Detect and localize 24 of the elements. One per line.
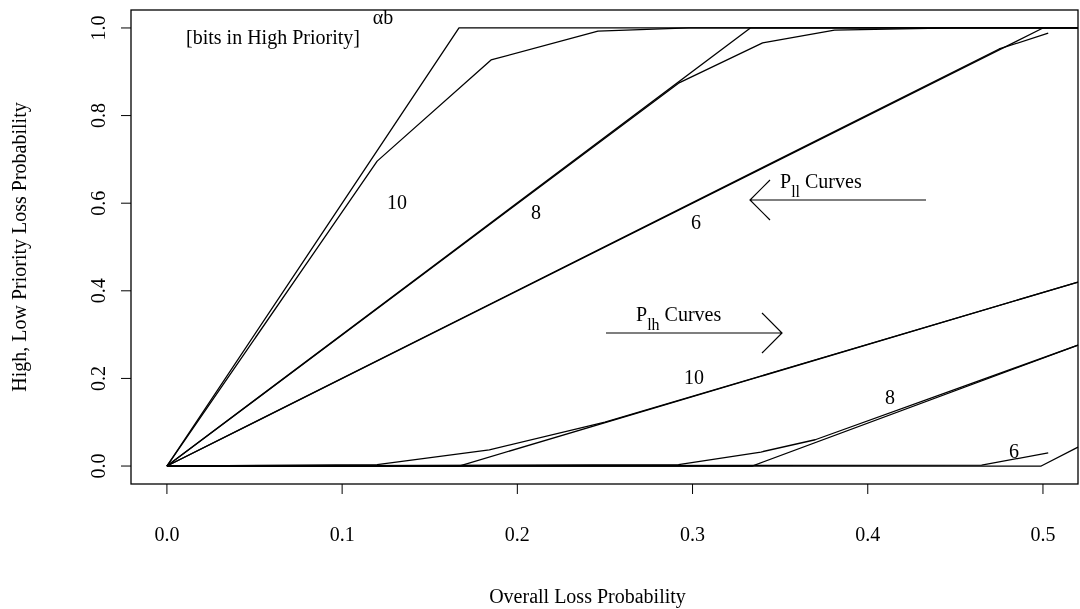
x-tick-label: 0.1 [329, 523, 355, 545]
annotation: P$_{lh}$ Curves [636, 303, 722, 333]
annotation: [bits in High Priority] [186, 26, 360, 49]
x-tick-label: 0.4 [855, 523, 881, 545]
x-tick-label: 0.5 [1030, 523, 1056, 545]
y-tick-label: 0.2 [87, 365, 109, 391]
annotation: 6 [1009, 440, 1019, 462]
annotation: 10 [684, 366, 704, 388]
annotation: 10 [387, 191, 407, 213]
x-axis-title: Overall Loss Probability [489, 585, 686, 608]
annotation: 8 [885, 386, 895, 408]
y-tick-label: 1.0 [87, 15, 109, 41]
y-tick-label: 0.6 [87, 190, 109, 216]
x-tick-label: 0.2 [504, 523, 530, 545]
annotation: αb [372, 6, 394, 28]
annotation: 6 [691, 211, 701, 233]
y-tick-label: 0.4 [87, 278, 109, 304]
y-axis-title: High, Low Priority Loss Probability [8, 102, 31, 392]
y-tick-label: 0.8 [87, 103, 109, 129]
y-tick-label: 0.0 [87, 453, 109, 479]
annotation: P$_{ll}$ Curves [780, 170, 862, 200]
annotation: 8 [531, 201, 541, 223]
x-tick-label: 0.3 [680, 523, 706, 545]
x-tick-label: 0.0 [154, 523, 180, 545]
